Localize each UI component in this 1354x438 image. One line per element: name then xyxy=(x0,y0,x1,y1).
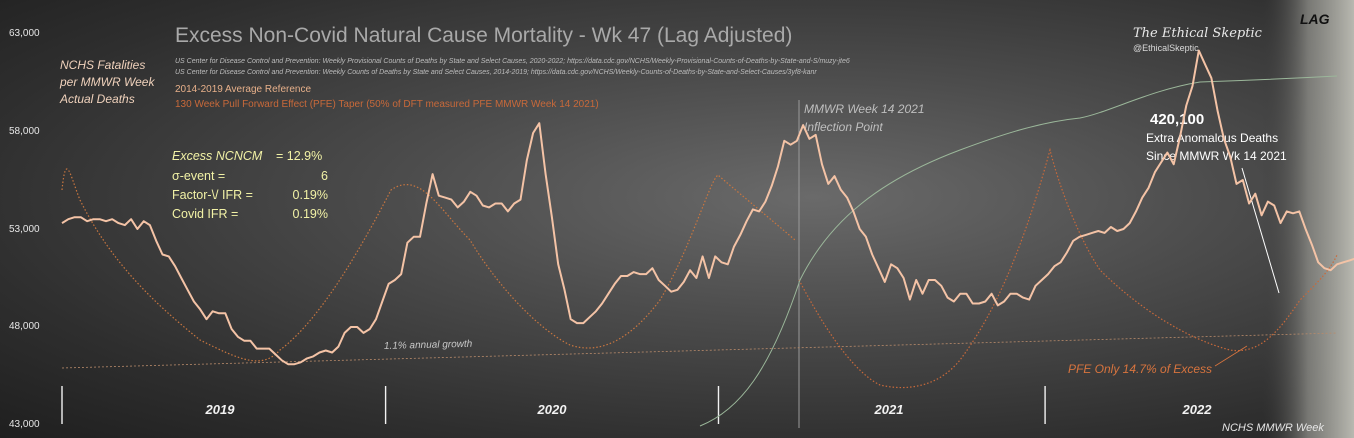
y-axis-label-line-1: NCHS Fatalities xyxy=(60,58,145,72)
cumulative-excess-curve xyxy=(699,75,1338,427)
year-label-2020: 2020 xyxy=(537,402,568,417)
stat-excess-value: = 12.9% xyxy=(276,149,322,163)
year-label-2022: 2022 xyxy=(1182,402,1213,417)
stat-sigma-label: σ-event = xyxy=(172,169,225,183)
y-tick-label-63000: 63,000 xyxy=(9,28,40,39)
excess-label-line-1: Extra Anomalous Deaths xyxy=(1146,131,1278,145)
y-tick-label-43000: 43,000 xyxy=(9,419,40,430)
legend-average-reference: 2014-2019 Average Reference xyxy=(175,84,311,95)
pfe-note: PFE Only 14.7% of Excess xyxy=(1068,362,1212,376)
y-tick-labels: 63,000 58,000 53,000 48,000 43,000 xyxy=(9,28,40,430)
y-tick-label-58000: 58,000 xyxy=(9,126,40,137)
pfe-pointer-line xyxy=(1214,345,1248,367)
excess-label-line-2: Since MMWR Wk 14 2021 xyxy=(1146,149,1287,163)
chart-title: Excess Non-Covid Natural Cause Mortality… xyxy=(175,24,792,47)
pfe-taper-curve xyxy=(798,147,1338,389)
stat-factor-value: 0.19% xyxy=(293,188,328,202)
stat-covid-value: 0.19% xyxy=(293,207,328,221)
stat-sigma-value: 6 xyxy=(321,169,328,183)
growth-note: 1.1% annual growth xyxy=(384,339,473,352)
year-label-2021: 2021 xyxy=(874,402,904,417)
x-axis-title: NCHS MMWR Week xyxy=(1222,422,1324,434)
source-line-1: US Center for Disease Control and Preven… xyxy=(175,58,850,65)
inflection-label-line-2: Inflection Point xyxy=(804,120,883,134)
y-axis-label-line-2: per MMWR Week xyxy=(59,75,155,89)
legend-pfe-taper: 130 Week Pull Forward Effect (PFE) Taper… xyxy=(175,99,599,110)
stat-factor-label: Factor-\/ IFR = xyxy=(172,188,253,202)
main-series xyxy=(61,49,1354,366)
brand-handle: @EthicalSkeptic xyxy=(1133,43,1199,53)
lag-zone xyxy=(1262,0,1354,438)
y-tick-label-53000: 53,000 xyxy=(9,224,40,235)
excess-count: 420,100 xyxy=(1150,111,1204,128)
series-line-weekly-deaths xyxy=(61,49,1354,366)
excess-pointer-line xyxy=(1241,167,1280,294)
y-tick-label-48000: 48,000 xyxy=(9,321,40,332)
brand-name: The Ethical Skeptic xyxy=(1133,26,1263,41)
lag-label: LAG xyxy=(1300,11,1330,27)
source-line-2: US Center for Disease Control and Preven… xyxy=(175,69,817,76)
reference-average-curve xyxy=(61,168,796,362)
inflection-label-line-1: MMWR Week 14 2021 xyxy=(804,102,925,116)
year-ticks xyxy=(61,386,1046,424)
y-axis-label-line-3: Actual Deaths xyxy=(59,92,135,106)
year-label-2019: 2019 xyxy=(205,402,236,417)
stat-excess-label: Excess NCNCM xyxy=(172,149,263,163)
growth-baseline xyxy=(61,332,1338,369)
stat-covid-label: Covid IFR = xyxy=(172,207,238,221)
